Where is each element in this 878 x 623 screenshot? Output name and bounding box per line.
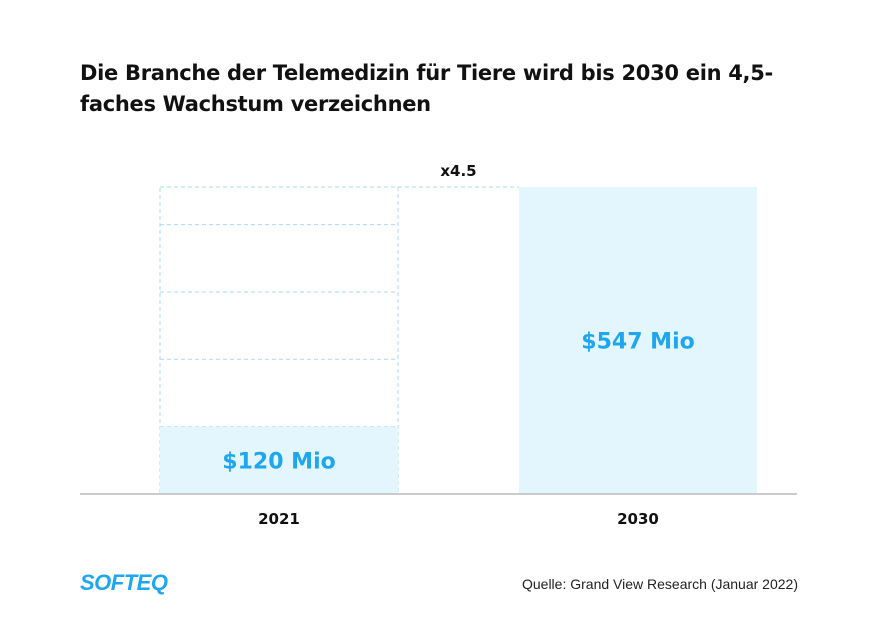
x-tick-label-2021: 2021 xyxy=(258,510,300,528)
ghost-bar-outline xyxy=(159,186,399,495)
bar-2021 xyxy=(160,426,398,494)
bar-2030 xyxy=(519,187,757,494)
x-tick-label-2030: 2030 xyxy=(617,510,659,528)
growth-annotation: x4.5 xyxy=(440,162,476,180)
softeq-logo: SOFTEQ xyxy=(80,570,168,595)
source-note: Quelle: Grand View Research (Januar 2022… xyxy=(521,576,798,592)
chart-title: Die Branche der Telemedizin für Tiere wi… xyxy=(80,61,773,116)
value-label-2030: $547 Mio xyxy=(581,330,694,355)
value-label-2021: $120 Mio xyxy=(222,449,335,474)
